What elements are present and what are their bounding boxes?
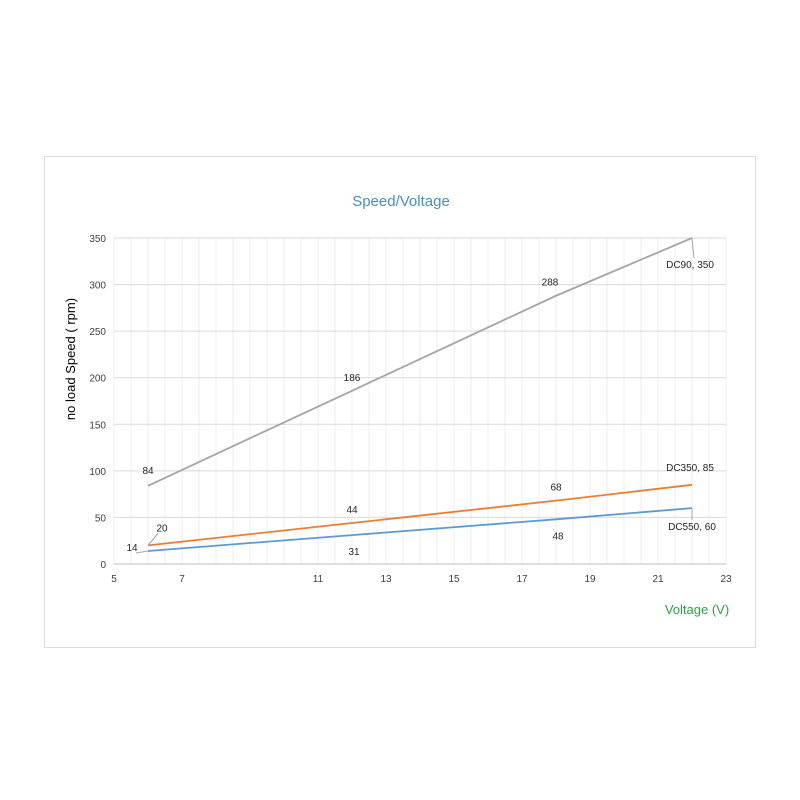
data-label: 48 xyxy=(552,531,564,542)
x-tick-label: 15 xyxy=(448,574,460,585)
leader-line xyxy=(147,533,159,546)
y-tick-label: 200 xyxy=(89,374,106,385)
data-label-layer: 84 186 288 DC90, 350 20 44 68 DC350, 85 14 31 48 DC… xyxy=(126,237,716,558)
series-layer xyxy=(147,237,693,552)
series-line xyxy=(147,507,693,552)
y-tick-label: 350 xyxy=(89,234,106,245)
series-line xyxy=(147,483,693,547)
x-tick-label: 23 xyxy=(720,574,732,585)
data-label: 186 xyxy=(344,373,361,384)
x-tick-label: 5 xyxy=(111,574,117,585)
leader-line xyxy=(135,550,149,554)
y-tick-label: 300 xyxy=(89,281,106,292)
x-tick-label: 21 xyxy=(652,574,664,585)
data-label: DC550, 60 xyxy=(668,522,716,533)
data-label: 14 xyxy=(126,543,138,554)
x-tick-label: 17 xyxy=(516,574,528,585)
leader-line xyxy=(691,237,695,259)
x-tick-label: 13 xyxy=(380,574,392,585)
x-axis-title: Voltage (V) xyxy=(665,602,729,617)
y-tick-label: 150 xyxy=(89,420,106,431)
data-label: 84 xyxy=(142,466,154,477)
chart-frame: 0 50 100 150 200 250 300 350 5 7 11 13 15 17 19 21 23 84… xyxy=(44,156,756,648)
data-label: DC350, 85 xyxy=(666,463,714,474)
axis-layer: 0 50 100 150 200 250 300 350 5 7 11 13 15 17 19 21 23 xyxy=(89,234,732,585)
data-label: 44 xyxy=(346,505,358,516)
data-label: 20 xyxy=(156,523,168,534)
data-label: 68 xyxy=(550,483,562,494)
chart-title: Speed/Voltage xyxy=(352,193,450,210)
data-label: 288 xyxy=(542,278,559,289)
y-axis-title: no load Speed ( rpm) xyxy=(63,298,78,420)
data-label: DC90, 350 xyxy=(666,260,714,271)
y-tick-label: 0 xyxy=(100,560,106,571)
series-line xyxy=(147,237,693,487)
y-tick-label: 250 xyxy=(89,327,106,338)
speed-voltage-chart: 0 50 100 150 200 250 300 350 5 7 11 13 15 17 19 21 23 84… xyxy=(63,193,732,617)
x-tick-label: 19 xyxy=(584,574,596,585)
data-label: 31 xyxy=(348,547,360,558)
y-tick-label: 100 xyxy=(89,467,106,478)
x-tick-label: 11 xyxy=(313,574,324,585)
x-tick-label: 7 xyxy=(179,574,185,585)
y-tick-label: 50 xyxy=(95,513,107,524)
